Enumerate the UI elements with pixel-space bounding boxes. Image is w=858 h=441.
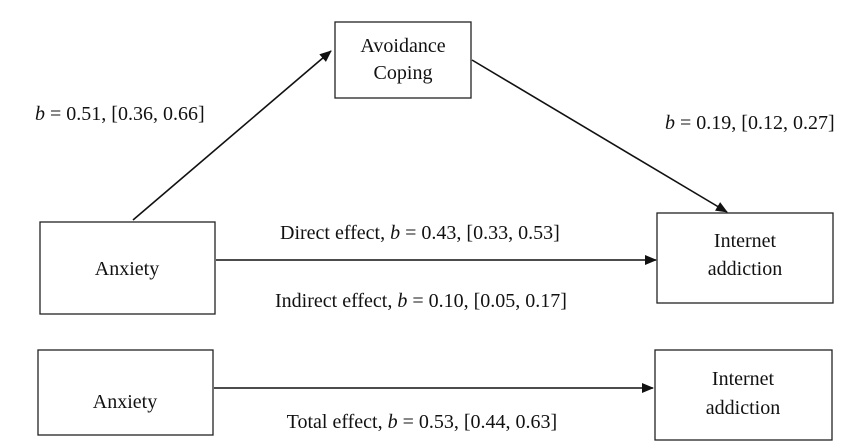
- edge-label: Indirect effect, b = 0.10, [0.05, 0.17]: [250, 290, 582, 312]
- edge-label: b = 0.19, [0.12, 0.27]: [640, 112, 850, 134]
- coefficient: = 0.43, [0.33, 0.53]: [405, 222, 560, 244]
- coefficient: = 0.19, [0.12, 0.27]: [680, 112, 835, 134]
- node-label: Anxiety: [95, 258, 159, 280]
- node-label: addiction: [708, 258, 782, 280]
- coefficient: = 0.53, [0.44, 0.63]: [403, 411, 558, 433]
- coefficient: = 0.10, [0.05, 0.17]: [412, 290, 567, 312]
- arrow: [132, 50, 332, 221]
- edge-label: b = 0.51, [0.36, 0.66]: [10, 103, 220, 125]
- node-label: Avoidance: [360, 35, 445, 57]
- edge-label: Total effect, b = 0.53, [0.44, 0.63]: [262, 411, 572, 433]
- node-label: Internet: [714, 230, 777, 252]
- effect-name: Indirect effect,: [275, 290, 392, 312]
- node-box: [654, 349, 833, 441]
- coefficient-symbol: b: [397, 290, 407, 312]
- node-label: Internet: [712, 368, 775, 390]
- node-box: [37, 349, 214, 436]
- edge-label: Direct effect, b = 0.43, [0.33, 0.53]: [255, 222, 575, 244]
- effect-name: Total effect,: [287, 411, 383, 433]
- node-box: [656, 212, 834, 304]
- effect-name: Direct effect,: [280, 222, 385, 244]
- coefficient-symbol: b: [388, 411, 398, 433]
- arrow: [471, 59, 728, 213]
- coefficient-symbol: b: [665, 112, 675, 134]
- node-label: Anxiety: [93, 391, 157, 413]
- node-box: [39, 221, 216, 315]
- coefficient-symbol: b: [35, 103, 45, 125]
- coefficient: = 0.51, [0.36, 0.66]: [50, 103, 205, 125]
- node-label: addiction: [706, 397, 780, 419]
- coefficient-symbol: b: [390, 222, 400, 244]
- node-box: [334, 21, 472, 99]
- node-label: Coping: [374, 62, 433, 84]
